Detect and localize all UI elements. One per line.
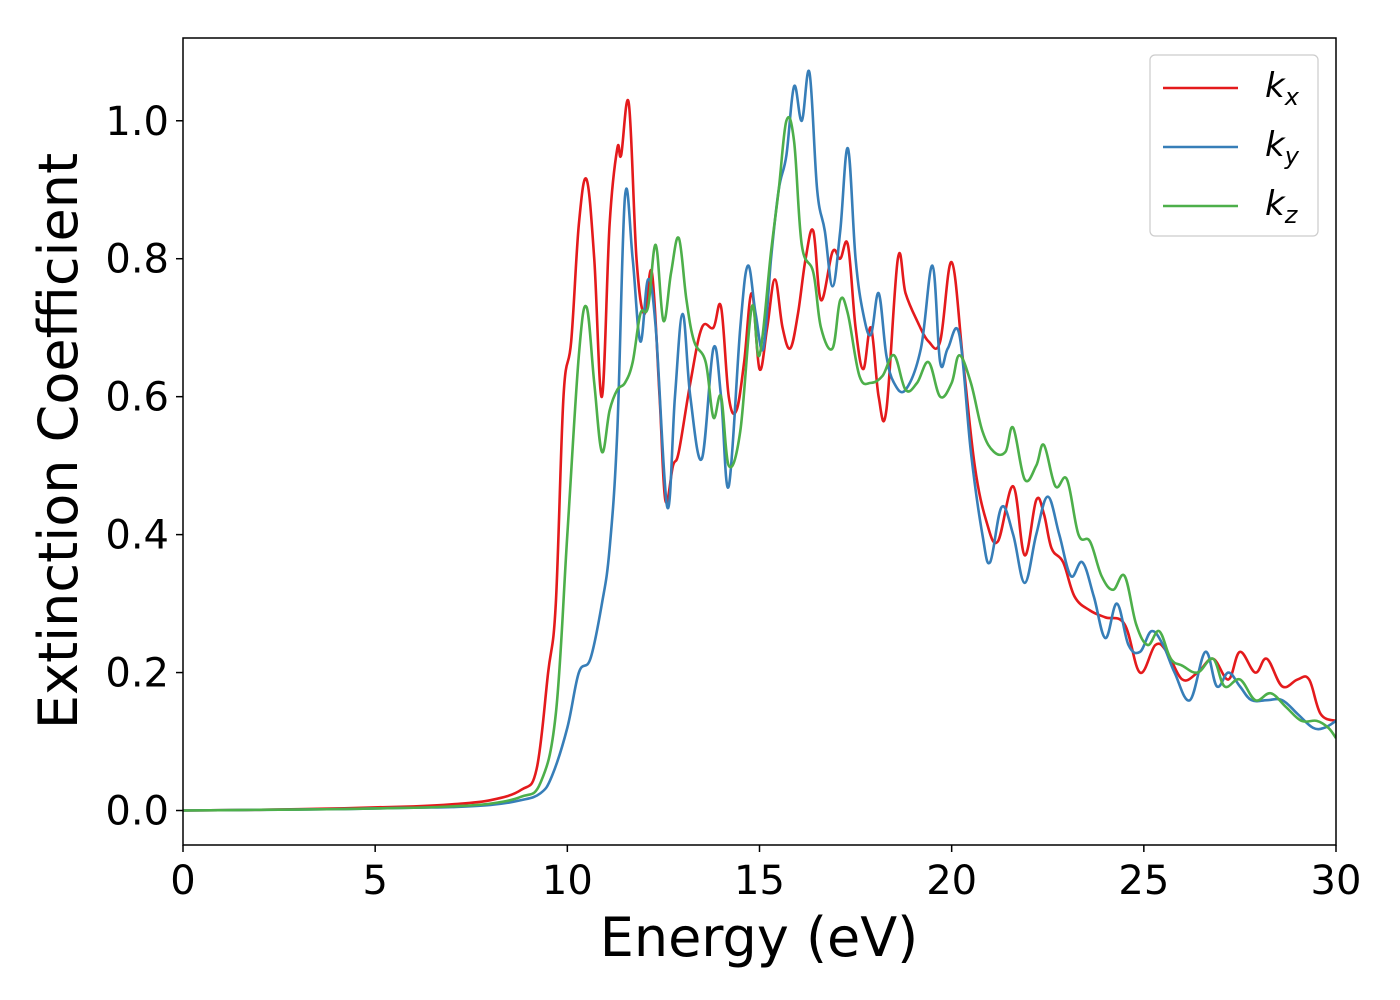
x-tick-label: 5 bbox=[362, 858, 387, 904]
legend-label-kz: kz bbox=[1265, 184, 1299, 229]
y-tick-label: 0.6 bbox=[105, 375, 169, 421]
lines-layer bbox=[183, 69, 1336, 812]
legend: kx ky kz bbox=[1149, 54, 1319, 237]
series-line-ky bbox=[183, 69, 1336, 812]
y-axis: 0.0 0.2 0.4 0.6 0.8 1.0 bbox=[105, 99, 183, 835]
legend-box bbox=[1149, 54, 1319, 237]
x-tick-label: 0 bbox=[170, 858, 195, 904]
y-tick-label: 0.8 bbox=[105, 237, 169, 283]
x-tick-label: 15 bbox=[734, 858, 785, 904]
series-line-kz bbox=[183, 115, 1336, 812]
legend-label-kx: kx bbox=[1265, 66, 1300, 111]
y-tick-label: 0.0 bbox=[105, 789, 169, 835]
x-tick-label: 10 bbox=[542, 858, 593, 904]
y-tick-label: 0.2 bbox=[105, 651, 169, 697]
legend-entries: kx ky kz bbox=[1163, 66, 1300, 229]
legend-label-ky: ky bbox=[1265, 125, 1300, 170]
y-axis-title: Extinction Coefficient bbox=[27, 153, 90, 729]
x-tick-label: 30 bbox=[1311, 858, 1362, 904]
series-line-kx bbox=[183, 98, 1336, 812]
x-axis: 0 5 10 15 20 25 30 bbox=[170, 845, 1361, 904]
y-tick-label: 1.0 bbox=[105, 99, 169, 145]
x-tick-label: 25 bbox=[1118, 858, 1169, 904]
x-tick-label: 20 bbox=[926, 858, 977, 904]
y-tick-label: 0.4 bbox=[105, 513, 169, 559]
x-axis-title: Energy (eV) bbox=[600, 906, 919, 969]
